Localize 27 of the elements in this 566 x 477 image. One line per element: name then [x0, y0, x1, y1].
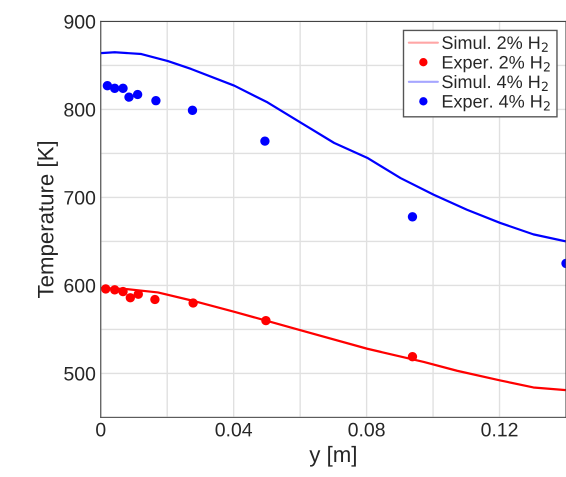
point: [408, 212, 418, 222]
point: [188, 106, 198, 115]
y-tick-label: 800: [64, 102, 96, 117]
point: [126, 293, 135, 302]
x-axis-title: y [m]: [309, 446, 356, 467]
point: [132, 90, 142, 100]
point: [102, 81, 112, 90]
point: [124, 92, 134, 102]
y-axis-title: Temperature [K]: [37, 142, 58, 298]
y-tick-label: 500: [64, 366, 96, 381]
legend-label: Simul. 2% H$_{2}$: [442, 36, 548, 52]
y-tick-label: 700: [64, 190, 96, 205]
point: [110, 84, 120, 93]
legend-label: Exper. 2% H$_{2}$: [442, 56, 550, 72]
legend-label: Simul. 4% H$_{2}$: [442, 74, 548, 91]
x-tick-label: 0.04: [216, 422, 252, 437]
y-tick-label: 600: [64, 278, 96, 293]
x-tick-label: 0: [96, 422, 106, 437]
point: [151, 96, 161, 106]
point: [118, 84, 128, 93]
point: [150, 294, 160, 304]
point: [260, 136, 270, 146]
y-tick-label: 900: [64, 14, 96, 29]
x-tick-label: 0.08: [348, 422, 385, 437]
legend-label: Exper. 4% H$_{2}$: [442, 95, 550, 112]
line-series: [100, 51, 566, 243]
x-tick-label: 0.12: [481, 422, 518, 437]
